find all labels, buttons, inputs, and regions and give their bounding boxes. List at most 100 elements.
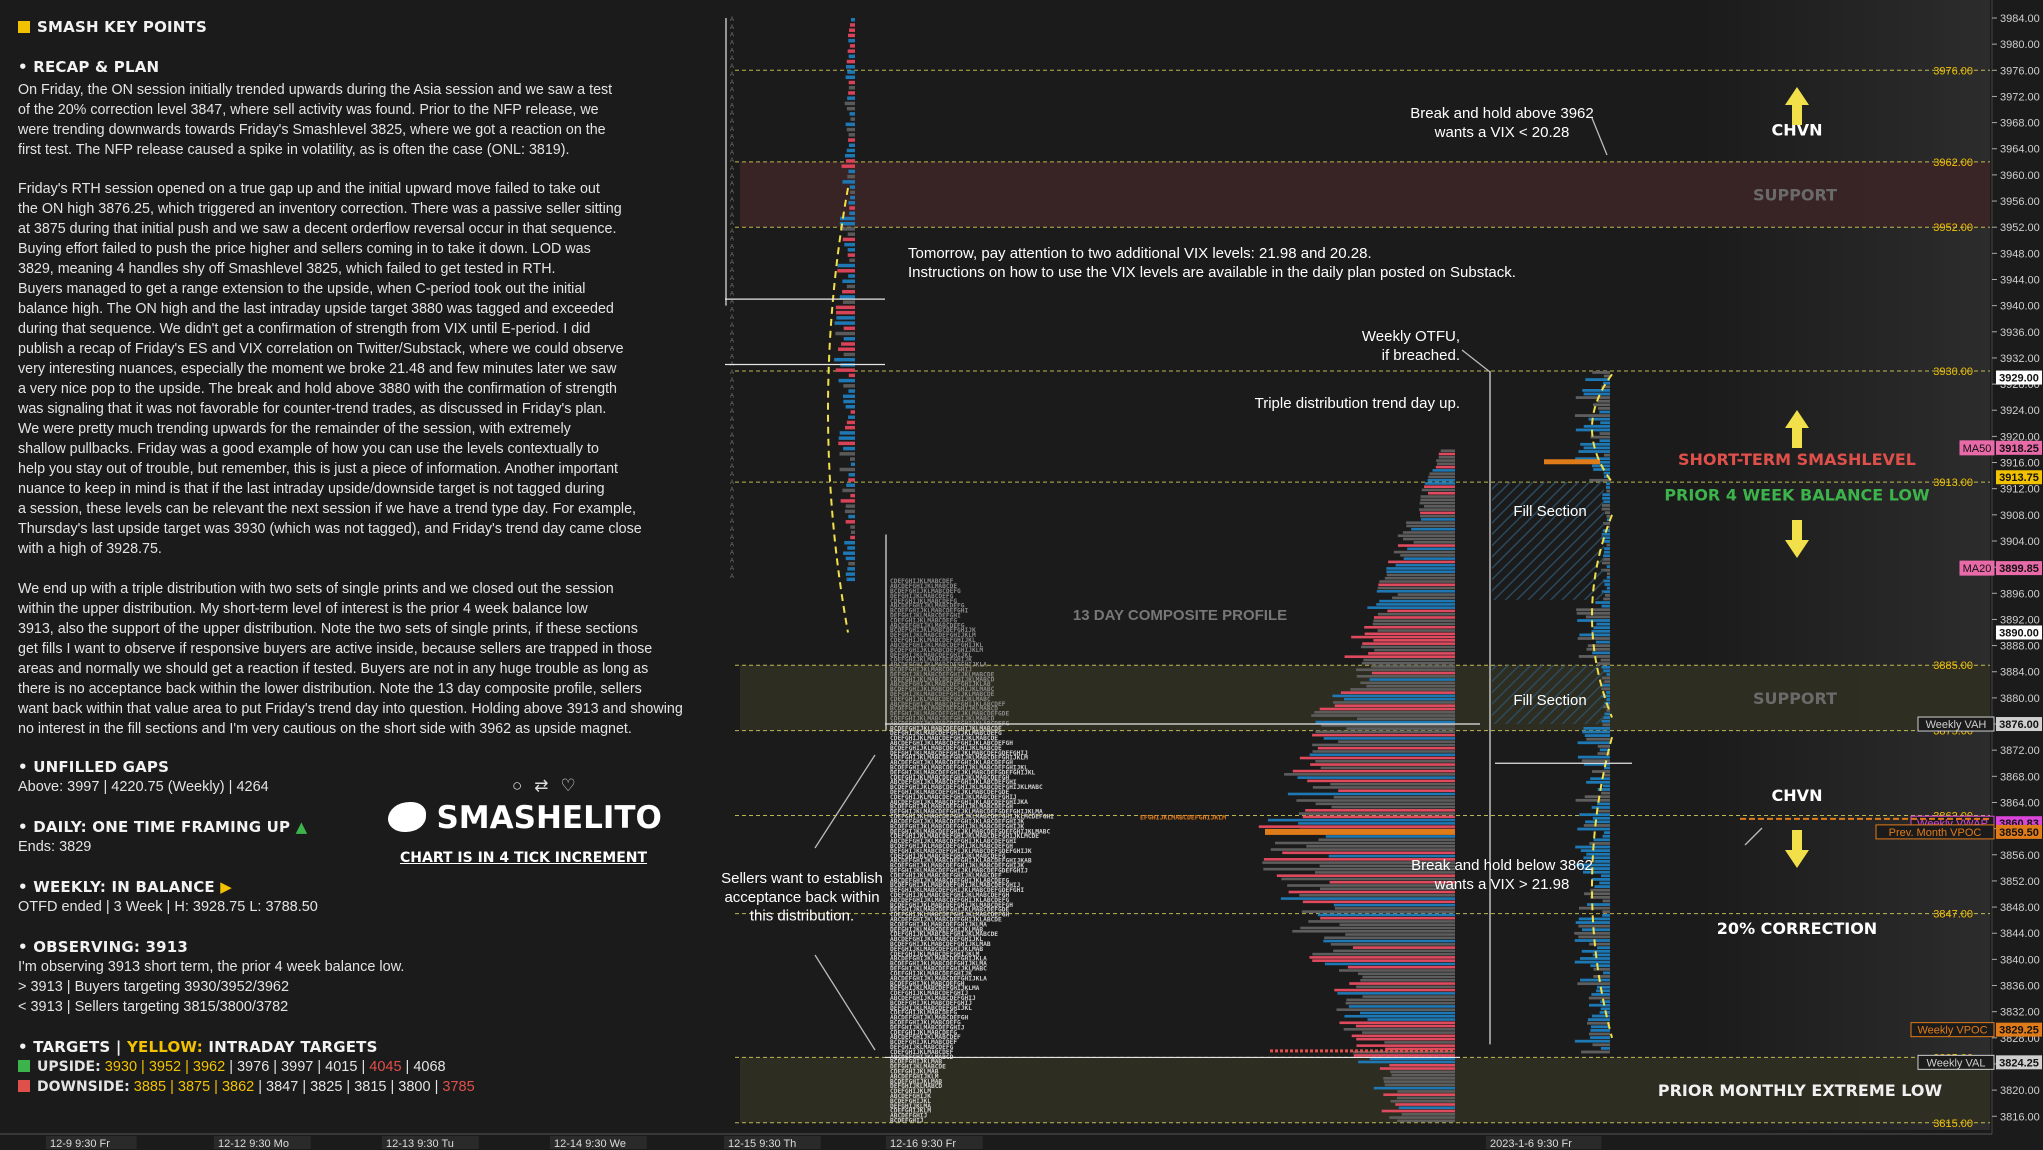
session-profile-bar (1604, 712, 1610, 716)
session-profile-bar (1593, 468, 1610, 471)
session-profile-bar (1604, 583, 1610, 586)
composite-volume-bar (1330, 943, 1455, 946)
composite-volume-bar (1320, 766, 1455, 770)
composite-volume-bar (1367, 1018, 1455, 1021)
session-profile-bar (1576, 608, 1610, 612)
composite-volume-bar (1377, 629, 1455, 632)
y-tick-label-22: 3896.00 (2000, 588, 2040, 600)
session-profile-bar (1603, 597, 1610, 601)
composite-volume-bar (1420, 514, 1455, 518)
level-label-1: 3962.00 (1933, 157, 1973, 169)
social-icons: ○⇄♡ (512, 776, 588, 796)
composite-volume-bar (1345, 1001, 1455, 1005)
tpo-letter: A (730, 229, 734, 235)
price-tag-box-1 (1959, 440, 1995, 456)
composite-tpo-row: ABCDEFGHIJKLMABCDEFGHIJKLABCDEFGHI (890, 838, 1017, 845)
session-profile-bar (1584, 892, 1610, 896)
zone-label-0: SUPPORT (1753, 186, 1837, 205)
y-tick-label-10: 3944.00 (2000, 274, 2040, 286)
tpo-letter: A (730, 111, 734, 117)
tpo-letter: A (730, 378, 734, 384)
y-tick-label-23: 3892.00 (2000, 614, 2040, 626)
composite-volume-bar (1386, 567, 1455, 570)
composite-volume-bar (1315, 720, 1455, 724)
tpo-letter: A (730, 48, 734, 54)
early-profile-bar (848, 561, 855, 566)
composite-volume-bar (1420, 495, 1455, 498)
fill-section-1 (1492, 665, 1604, 725)
session-profile-bar (1577, 741, 1610, 745)
composite-tpo-row: DEFGHIJKLMABCDEFGHIJKLMABCDEFGDEFGHI (890, 887, 1024, 894)
early-profile-bar (850, 530, 855, 535)
composite-volume-bar (1384, 1083, 1455, 1087)
composite-volume-bar (1312, 743, 1455, 747)
composite-volume-bar (1302, 815, 1455, 819)
composite-volume-bar (1428, 475, 1455, 479)
early-profile-bar (848, 133, 855, 137)
session-profile-bar (1585, 615, 1610, 619)
level-label-4: 3913.00 (1933, 477, 1973, 489)
composite-volume-bar (1339, 1021, 1455, 1025)
tpo-letter: A (730, 362, 734, 368)
session-profile-bar (1603, 540, 1610, 543)
session-profile-bar (1602, 579, 1610, 583)
early-profile-bar (848, 201, 855, 205)
composite-tpo-row: BCDEFGHIJKLMABCDEFGHIJKLMABCDEFGHIJK (890, 863, 1024, 870)
composite-volume-bar (1317, 913, 1455, 917)
early-profile-bar (843, 352, 855, 357)
retweet-icon[interactable]: ⇄ (534, 776, 561, 795)
composite-volume-bar (1371, 665, 1455, 668)
composite-tpo-row: BCDEFGHIJKLMABCDEFGHIJKLMABCDEFGH (890, 843, 1013, 850)
early-profile-bar (847, 567, 855, 571)
price-tag-text-7: Prev. Month VPOC (1889, 827, 1982, 839)
tpo-letter: A (730, 496, 734, 502)
composite-tpo-row: CDEFGHIJKLMABCDEFGHIJKLMABCDEFGHIJKLMCDE (890, 833, 1039, 840)
tpo-letter: A (730, 17, 734, 23)
session-profile-bar (1582, 730, 1610, 734)
early-profile-bar (847, 49, 855, 53)
composite-volume-bar (1366, 684, 1455, 688)
early-profile-bar (846, 106, 855, 111)
early-profile-bar (846, 420, 855, 425)
composite-volume-bar (1298, 812, 1455, 815)
session-profile-bar (1587, 1021, 1610, 1025)
composite-volume-bar (1298, 822, 1455, 825)
session-profile-bar (1601, 504, 1610, 507)
session-profile-bar (1596, 399, 1610, 403)
early-profile-bar (839, 295, 855, 299)
session-profile-bar (1578, 906, 1610, 910)
early-profile-bar (850, 195, 855, 200)
session-profile-bar (1591, 993, 1610, 996)
early-profile-bar (847, 253, 855, 257)
note-sellers: Sellers want to establish acceptance back… (721, 870, 883, 925)
zone-label-1: SUPPORT (1753, 689, 1837, 708)
heart-icon[interactable]: ♡ (560, 776, 588, 795)
composite-volume-bar (1344, 655, 1455, 658)
composite-tpo-row: CDEFGHIJKLMABCDEF (890, 1049, 954, 1056)
composite-volume-bar (1420, 518, 1455, 521)
composite-volume-bar (1361, 661, 1455, 665)
composite-volume-bar (1390, 1099, 1455, 1103)
session-profile-bar (1578, 924, 1610, 928)
composite-volume-bar (1360, 681, 1455, 685)
early-profile-bar (846, 483, 855, 487)
session-profile-bar (1583, 446, 1610, 450)
composite-volume-bar (1297, 776, 1455, 779)
composite-volume-bar (1383, 1080, 1455, 1083)
session-profile-bar (1590, 1028, 1610, 1032)
session-profile-bar (1603, 669, 1610, 673)
early-profile-bar (850, 410, 855, 414)
composite-volume-bar (1362, 995, 1455, 998)
comment-icon[interactable]: ○ (512, 776, 535, 795)
composite-volume-bar (1333, 949, 1455, 953)
note-fill-1: Fill Section (1513, 503, 1586, 520)
level-label-5: 3885.00 (1933, 660, 1973, 672)
early-profile-bar (845, 65, 855, 69)
price-tag-label-3: 3899.85 (1999, 563, 2039, 575)
composite-tpo-row: ABCDEFGHIJKLMABCDEFGHIJKLABCDEF (890, 701, 1006, 708)
composite-volume-bar (1377, 612, 1455, 616)
early-profile-bar (842, 394, 855, 399)
composite-volume-bar (1356, 717, 1455, 721)
session-profile-bar (1591, 770, 1610, 773)
composite-tpo-row: DEFGHIJKLMABCDEFGHIJKLMABCDEFGDEFGHIJK (890, 848, 1032, 855)
